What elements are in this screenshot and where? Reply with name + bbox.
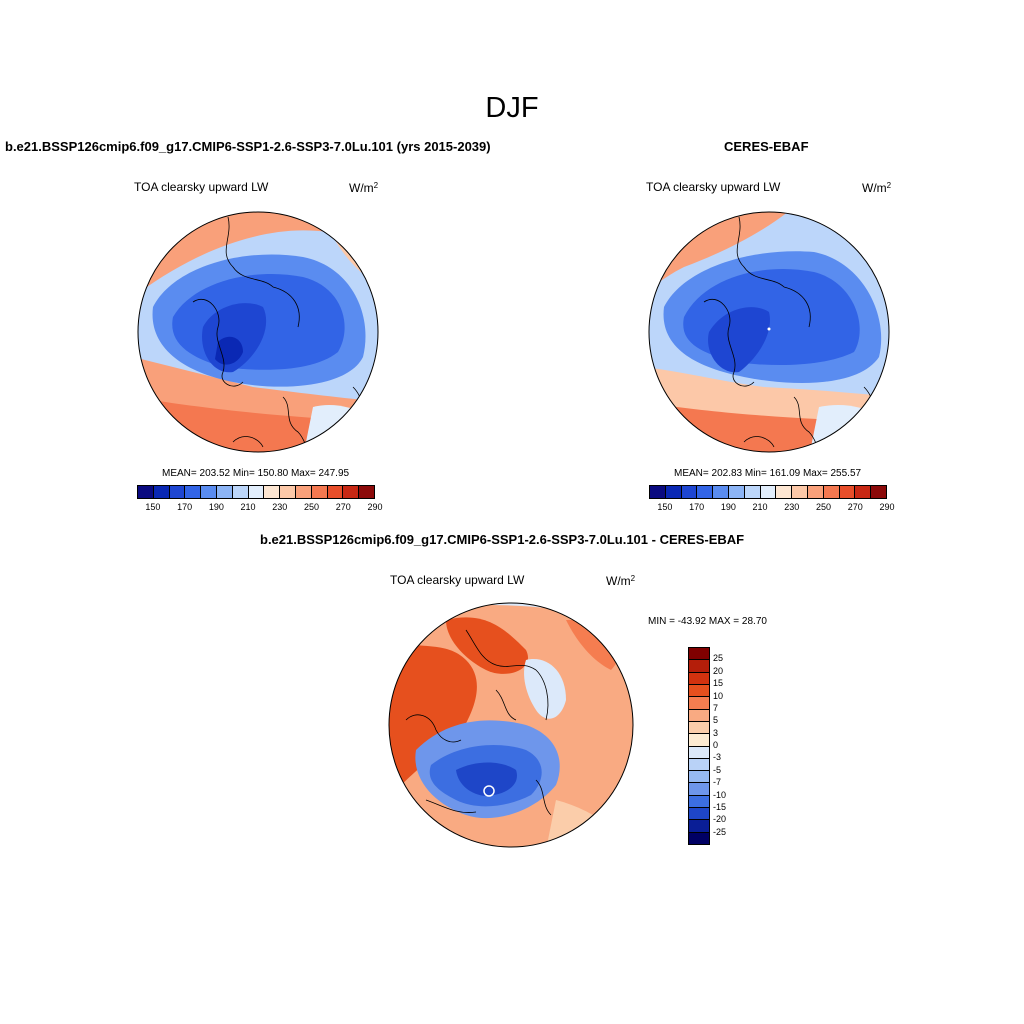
colorbar-tick-label: 270	[335, 502, 351, 512]
colorbar-tick-label: 290	[879, 502, 895, 512]
right-panel-title: CERES-EBAF	[724, 139, 809, 154]
colorbar-swatch	[689, 734, 709, 747]
colorbar-swatch	[689, 709, 709, 722]
colorbar-tick-label: 10	[713, 690, 724, 701]
colorbar-tick-label: -20	[713, 814, 727, 825]
colorbar-swatch	[327, 486, 344, 498]
left-colorbar-ticks: 150 170 190 210 230 250 270 290	[137, 502, 382, 516]
colorbar-swatch	[728, 486, 745, 498]
colorbar-swatch	[855, 486, 872, 498]
right-colorbar	[649, 485, 887, 499]
colorbar-swatch	[689, 808, 709, 821]
colorbar-swatch	[264, 486, 281, 498]
colorbar-swatch	[138, 486, 154, 498]
colorbar-swatch	[665, 486, 682, 498]
colorbar-swatch	[311, 486, 328, 498]
colorbar-tick-label: 3	[713, 727, 719, 738]
colorbar-swatch	[839, 486, 856, 498]
colorbar-swatch	[689, 660, 709, 673]
colorbar-tick-label: -7	[713, 777, 722, 788]
colorbar-swatch	[681, 486, 698, 498]
colorbar-swatch	[689, 697, 709, 710]
diff-colorbar	[688, 647, 710, 845]
diff-panel-title: b.e21.BSSP126cmip6.f09_g17.CMIP6-SSP1-2.…	[260, 532, 745, 547]
colorbar-swatch	[689, 648, 709, 661]
colorbar-tick-label: 15	[713, 678, 724, 689]
colorbar-swatch	[343, 486, 360, 498]
colorbar-tick-label: -15	[713, 801, 727, 812]
colorbar-swatch	[689, 746, 709, 759]
colorbar-tick-label: 210	[240, 502, 256, 512]
colorbar-swatch	[689, 672, 709, 685]
colorbar-swatch	[689, 758, 709, 772]
colorbar-swatch	[871, 486, 886, 498]
colorbar-swatch	[216, 486, 233, 498]
colorbar-swatch	[295, 486, 312, 498]
colorbar-tick-label: 230	[272, 502, 288, 512]
colorbar-tick-label: -5	[713, 764, 722, 775]
right-units-label: W/m2	[862, 181, 892, 195]
right-polar-map	[648, 211, 890, 453]
right-variable-label: TOA clearsky upward LW	[646, 180, 781, 194]
colorbar-swatch	[169, 486, 186, 498]
colorbar-swatch	[744, 486, 761, 498]
colorbar-swatch	[280, 486, 296, 498]
right-stats: MEAN= 202.83 Min= 161.09 Max= 255.57	[674, 468, 862, 479]
diff-colorbar-ticks: 25 20 15 10 7 5 3 0 -3 -5 -7 -10 -15 -20 -25	[713, 647, 753, 845]
colorbar-swatch	[776, 486, 793, 498]
colorbar-tick-label: 290	[367, 502, 383, 512]
colorbar-tick-label: 170	[177, 502, 193, 512]
left-variable-label: TOA clearsky upward LW	[134, 180, 269, 194]
colorbar-swatch	[689, 820, 709, 833]
colorbar-tick-label: 5	[713, 715, 719, 726]
colorbar-tick-label: 150	[657, 502, 673, 512]
colorbar-swatch	[713, 486, 729, 498]
colorbar-tick-label: 7	[713, 702, 719, 713]
colorbar-tick-label: 170	[689, 502, 705, 512]
colorbar-swatch	[689, 771, 709, 784]
colorbar-tick-label: 190	[208, 502, 224, 512]
colorbar-swatch	[807, 486, 824, 498]
diff-variable-label: TOA clearsky upward LW	[390, 573, 525, 587]
colorbar-tick-label: -3	[713, 752, 722, 763]
colorbar-tick-label: 270	[847, 502, 863, 512]
colorbar-swatch	[689, 832, 709, 844]
colorbar-swatch	[697, 486, 714, 498]
colorbar-swatch	[689, 795, 709, 809]
colorbar-swatch	[689, 684, 709, 698]
colorbar-swatch	[689, 783, 709, 796]
colorbar-swatch	[201, 486, 217, 498]
colorbar-tick-label: 25	[713, 653, 724, 664]
colorbar-tick-label: 150	[145, 502, 161, 512]
colorbar-swatch	[359, 486, 374, 498]
colorbar-swatch	[153, 486, 170, 498]
diff-stats: MIN = -43.92 MAX = 28.70	[648, 616, 767, 627]
figure-title: DJF	[485, 92, 539, 124]
left-units-label: W/m2	[349, 181, 379, 195]
colorbar-tick-label: 0	[713, 740, 719, 750]
colorbar-tick-label: -25	[713, 826, 727, 837]
diff-units-label: W/m2	[606, 574, 636, 588]
colorbar-tick-label: 230	[784, 502, 800, 512]
colorbar-swatch	[650, 486, 666, 498]
right-colorbar-ticks: 150 170 190 210 230 250 270 290	[649, 502, 894, 516]
left-colorbar	[137, 485, 375, 499]
colorbar-swatch	[248, 486, 265, 498]
colorbar-swatch	[823, 486, 840, 498]
colorbar-tick-label: 190	[720, 502, 736, 512]
colorbar-tick-label: 20	[713, 665, 724, 676]
colorbar-tick-label: 210	[752, 502, 768, 512]
colorbar-swatch	[185, 486, 202, 498]
colorbar-tick-label: 250	[816, 502, 832, 512]
left-stats: MEAN= 203.52 Min= 150.80 Max= 247.95	[162, 468, 350, 479]
colorbar-swatch	[760, 486, 777, 498]
left-panel-title: b.e21.BSSP126cmip6.f09_g17.CMIP6-SSP1-2.…	[5, 139, 491, 154]
colorbar-tick-label: -10	[713, 789, 727, 800]
diff-polar-map	[388, 602, 634, 848]
colorbar-tick-label: 250	[304, 502, 320, 512]
left-polar-map	[137, 211, 379, 453]
colorbar-swatch	[792, 486, 808, 498]
colorbar-swatch	[232, 486, 249, 498]
colorbar-swatch	[689, 721, 709, 735]
